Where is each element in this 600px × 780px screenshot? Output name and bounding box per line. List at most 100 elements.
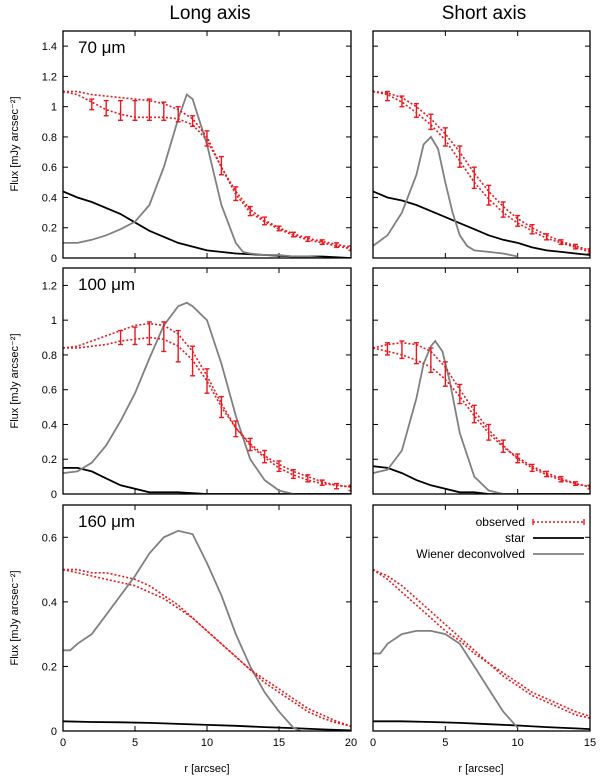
observed-errorbar xyxy=(161,321,167,353)
y-tick-label: 1.2 xyxy=(42,280,57,292)
observed-errorbar xyxy=(558,475,564,483)
observed-errorbar xyxy=(89,98,95,111)
legend-label: Wiener deconvolved xyxy=(416,547,525,561)
y-tick-label: 0 xyxy=(51,726,57,738)
observed-errorbar xyxy=(428,113,434,131)
observed-errorbar xyxy=(442,127,448,147)
observed-errorbar xyxy=(486,423,492,441)
star-line xyxy=(373,465,590,494)
y-tick-label: 0.4 xyxy=(42,597,57,609)
panel-100-long: 0 0.2 0.4 0.6 0.8 1 1.2 100 μm xyxy=(42,267,352,501)
observed-errorbar xyxy=(587,248,590,255)
observed-errorbar xyxy=(262,216,268,226)
observed-errorbar xyxy=(558,239,564,246)
wiener-deconvolved-line xyxy=(63,301,294,494)
panel-band-label: 100 μm xyxy=(78,275,135,294)
observed-errorbar xyxy=(399,95,405,108)
x-tick-label: 15 xyxy=(584,737,596,749)
observed-line-upper xyxy=(373,341,590,488)
y-tick-label: 0.2 xyxy=(42,454,57,466)
wiener-deconvolved-line xyxy=(373,135,518,258)
legend-label: star xyxy=(505,531,525,545)
observed-errorbar xyxy=(262,449,268,464)
observed-errorbar xyxy=(204,368,210,394)
panel-70-short xyxy=(372,30,591,259)
observed-errorbar xyxy=(319,239,325,246)
observed-errorbar xyxy=(233,420,239,438)
panel-band-label: 70 μm xyxy=(78,38,126,57)
column-title-short-axis: Short axis xyxy=(442,3,526,24)
observed-errorbar xyxy=(529,224,535,235)
plot-area xyxy=(63,301,351,494)
y-tick-label: 0.6 xyxy=(42,162,57,174)
x-tick-label: 5 xyxy=(132,737,138,749)
plot-area xyxy=(63,529,351,731)
observed-errorbar xyxy=(544,233,550,241)
y-tick-label: 0.2 xyxy=(42,223,57,235)
panel-frame xyxy=(62,267,352,495)
y-tick-label: 0.6 xyxy=(42,385,57,397)
observed-errorbar xyxy=(190,115,196,128)
y-tick-label: 0.2 xyxy=(42,661,57,673)
observed-line-lower xyxy=(63,336,351,488)
observed-line-lower xyxy=(373,347,590,488)
observed-line-upper xyxy=(63,568,351,727)
observed-errorbar xyxy=(573,481,579,487)
observed-line-lower xyxy=(63,568,351,727)
observed-errorbar xyxy=(384,342,390,356)
observed-errorbar xyxy=(471,404,477,424)
observed-errorbar xyxy=(247,437,253,452)
observed-errorbar xyxy=(399,340,405,360)
y-tick-label: 1.2 xyxy=(42,71,57,83)
observed-errorbar xyxy=(413,102,419,118)
observed-errorbar xyxy=(384,90,390,102)
y-tick-label: 0.6 xyxy=(42,532,57,544)
observed-errorbar xyxy=(161,101,167,121)
observed-errorbar xyxy=(132,99,138,121)
observed-line-lower xyxy=(373,568,590,718)
legend: observed star Wiener deconvolved xyxy=(416,515,585,561)
wiener-deconvolved-line xyxy=(63,529,301,731)
observed-errorbar xyxy=(175,329,181,363)
y-tick-label: 0.4 xyxy=(42,419,57,431)
observed-errorbar xyxy=(305,236,311,243)
panel-160-long: 0 5 10 15 20 0 0.2 0.4 0.6 160 μm xyxy=(42,504,357,749)
observed-errorbar xyxy=(132,326,138,346)
observed-line-upper xyxy=(63,322,351,488)
panels: 0 0.2 0.4 0.6 0.8 1 1.2 1.4 70 μm 0 0.2 0.4 0.6 0.8 1 1… xyxy=(42,30,596,749)
observed-errorbar xyxy=(103,99,109,117)
star-line xyxy=(63,190,351,258)
observed-errorbar xyxy=(587,484,590,490)
observed-errorbar xyxy=(233,186,239,202)
y-tick-label: 1.4 xyxy=(42,41,57,53)
observed-errorbar xyxy=(218,155,224,176)
observed-errorbar xyxy=(247,205,253,217)
observed-errorbar xyxy=(204,130,210,147)
observed-errorbar xyxy=(544,470,550,478)
x-tick-label: 10 xyxy=(201,737,213,749)
observed-errorbar xyxy=(290,468,296,480)
observed-errorbar xyxy=(515,214,521,227)
panel-160-short: 0 5 10 15 xyxy=(370,504,596,749)
wiener-deconvolved-line xyxy=(63,93,323,258)
y-axis-label: Flux [mJy arcsec⁻²] xyxy=(9,333,21,428)
observed-errorbar xyxy=(190,345,196,377)
observed-errorbar xyxy=(146,98,152,121)
observed-errorbar xyxy=(529,463,535,473)
x-tick-label: 10 xyxy=(512,737,524,749)
panel-frame xyxy=(372,504,591,732)
star-line xyxy=(373,190,590,256)
observed-errorbar xyxy=(457,145,463,168)
star-line xyxy=(63,720,351,731)
observed-errorbar xyxy=(500,201,506,218)
x-tick-label: 15 xyxy=(273,737,285,749)
panel-band-label: 160 μm xyxy=(78,512,135,531)
y-axis-label: Flux [mJy arcsec⁻²] xyxy=(9,570,21,665)
observed-errorbar xyxy=(118,329,124,346)
y-tick-label: 0 xyxy=(51,253,57,265)
observed-errorbar xyxy=(413,342,419,365)
plot-area xyxy=(373,568,590,730)
y-tick-label: 1 xyxy=(51,102,57,114)
observed-errorbar xyxy=(218,395,224,419)
observed-errorbar xyxy=(276,225,282,232)
